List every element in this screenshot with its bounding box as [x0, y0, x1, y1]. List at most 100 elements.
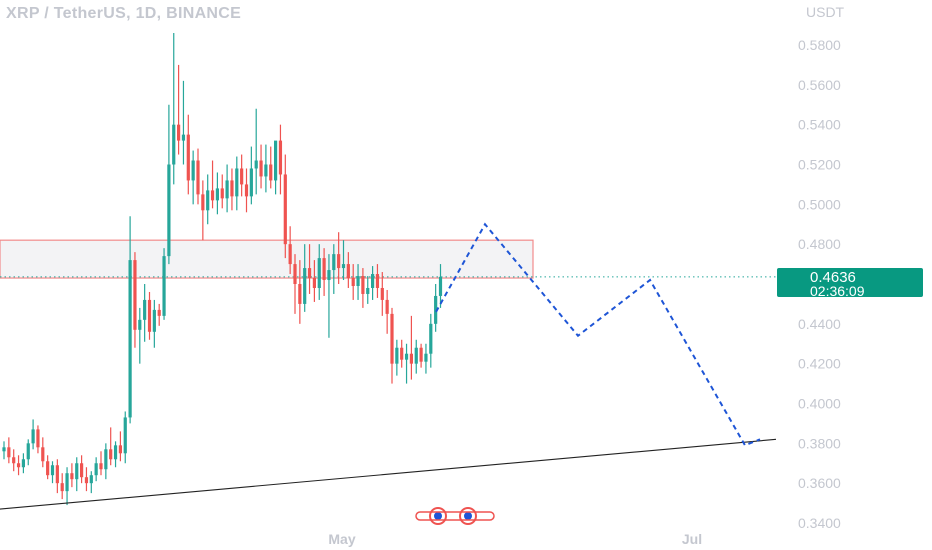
chart-title: XRP / TetherUS, 1D, BINANCE: [6, 5, 241, 22]
candle-body: [167, 164, 171, 257]
candle: [429, 313, 433, 368]
candle-body: [361, 276, 365, 294]
candle-body: [240, 168, 244, 185]
candle-body: [322, 258, 326, 281]
candle-body: [288, 244, 292, 265]
candle-body: [438, 276, 443, 296]
candle-body: [293, 264, 297, 284]
candle: [409, 315, 413, 380]
price-axis[interactable]: 0.5800 0.5600 0.5400 0.5200 0.5000 0.4800 0.44…: [798, 37, 841, 531]
time-axis[interactable]: May Jul: [328, 531, 702, 547]
candle: [109, 427, 113, 466]
candle: [356, 264, 360, 300]
candle-body: [99, 463, 103, 470]
candle-body: [70, 473, 74, 480]
resistance-zone: [0, 239, 534, 279]
candle-body: [206, 190, 210, 211]
candle: [89, 471, 93, 494]
candle-body: [113, 445, 118, 460]
price-tick-label: 0.3800: [798, 435, 841, 451]
candle-body: [400, 347, 404, 360]
candle-body: [317, 258, 321, 288]
candle: [400, 339, 404, 368]
candle-body: [283, 174, 287, 245]
price-tick-label: 0.5200: [798, 157, 841, 173]
candle: [235, 156, 239, 211]
candle-body: [147, 299, 152, 332]
candle: [438, 264, 443, 308]
candle-body: [84, 477, 89, 484]
price-tick-label: 0.5800: [798, 37, 841, 53]
candle: [16, 455, 21, 476]
candle-body: [341, 264, 346, 269]
candle-body: [2, 447, 6, 452]
candle-body: [303, 268, 307, 304]
candle-body: [235, 168, 239, 197]
candle: [12, 449, 16, 472]
candle-body: [244, 184, 249, 197]
candle: [70, 463, 74, 488]
candle-body: [143, 299, 147, 320]
candle: [60, 473, 64, 500]
price-tick-label: 0.5600: [798, 77, 841, 93]
current-price-badge: 0.4636 02:36:09: [777, 268, 923, 299]
candle: [366, 276, 370, 304]
time-tick-label: Jul: [682, 531, 702, 547]
candle: [80, 455, 84, 484]
candle: [390, 307, 394, 384]
candle-body: [191, 160, 195, 181]
candle: [298, 260, 302, 324]
candle-body: [181, 134, 186, 141]
candle: [206, 174, 210, 225]
current-price-label: 0.4636: [810, 269, 856, 286]
candle: [133, 252, 137, 348]
candle-body: [55, 465, 59, 484]
candle: [36, 425, 40, 454]
candle: [346, 252, 350, 288]
candle-body: [434, 295, 438, 324]
candle: [254, 108, 258, 195]
candle-body: [249, 168, 253, 197]
candle-body: [94, 463, 98, 476]
candle: [312, 260, 316, 302]
candle: [26, 439, 30, 466]
candle: [404, 343, 409, 384]
candle-body: [424, 353, 428, 362]
candle: [7, 437, 11, 464]
candle-body: [80, 463, 84, 478]
candle-body: [186, 134, 190, 181]
candle: [341, 240, 346, 281]
candle: [424, 343, 428, 374]
price-tick-label: 0.3600: [798, 475, 841, 491]
candle-body: [123, 417, 127, 454]
price-tick-label: 0.5400: [798, 117, 841, 133]
price-tick-label: 0.4400: [798, 316, 841, 332]
resistance-zone-layer: [0, 239, 776, 279]
candle: [385, 289, 389, 334]
price-tick-label: 0.4200: [798, 356, 841, 372]
candle: [225, 164, 229, 213]
candle-body: [215, 188, 219, 201]
candle-countdown-label: 02:36:09: [810, 283, 865, 299]
candle-body: [118, 445, 122, 454]
candle: [220, 174, 224, 209]
candle: [138, 307, 142, 364]
candle-body: [46, 461, 50, 476]
candle-body: [65, 473, 69, 492]
price-tick-label: 0.3400: [798, 515, 841, 531]
flag-icon: [415, 507, 495, 525]
candle-body: [380, 287, 384, 300]
candle-body: [327, 270, 331, 281]
candle-body: [21, 459, 25, 468]
candle: [2, 441, 6, 460]
candle: [210, 160, 215, 209]
candle: [293, 254, 297, 314]
candle: [167, 104, 171, 265]
candle: [46, 455, 50, 480]
candle: [99, 451, 103, 476]
candle-body: [254, 160, 258, 169]
candle-body: [332, 254, 336, 271]
price-tick-label: 0.5000: [798, 196, 841, 212]
candle-body: [395, 347, 399, 364]
